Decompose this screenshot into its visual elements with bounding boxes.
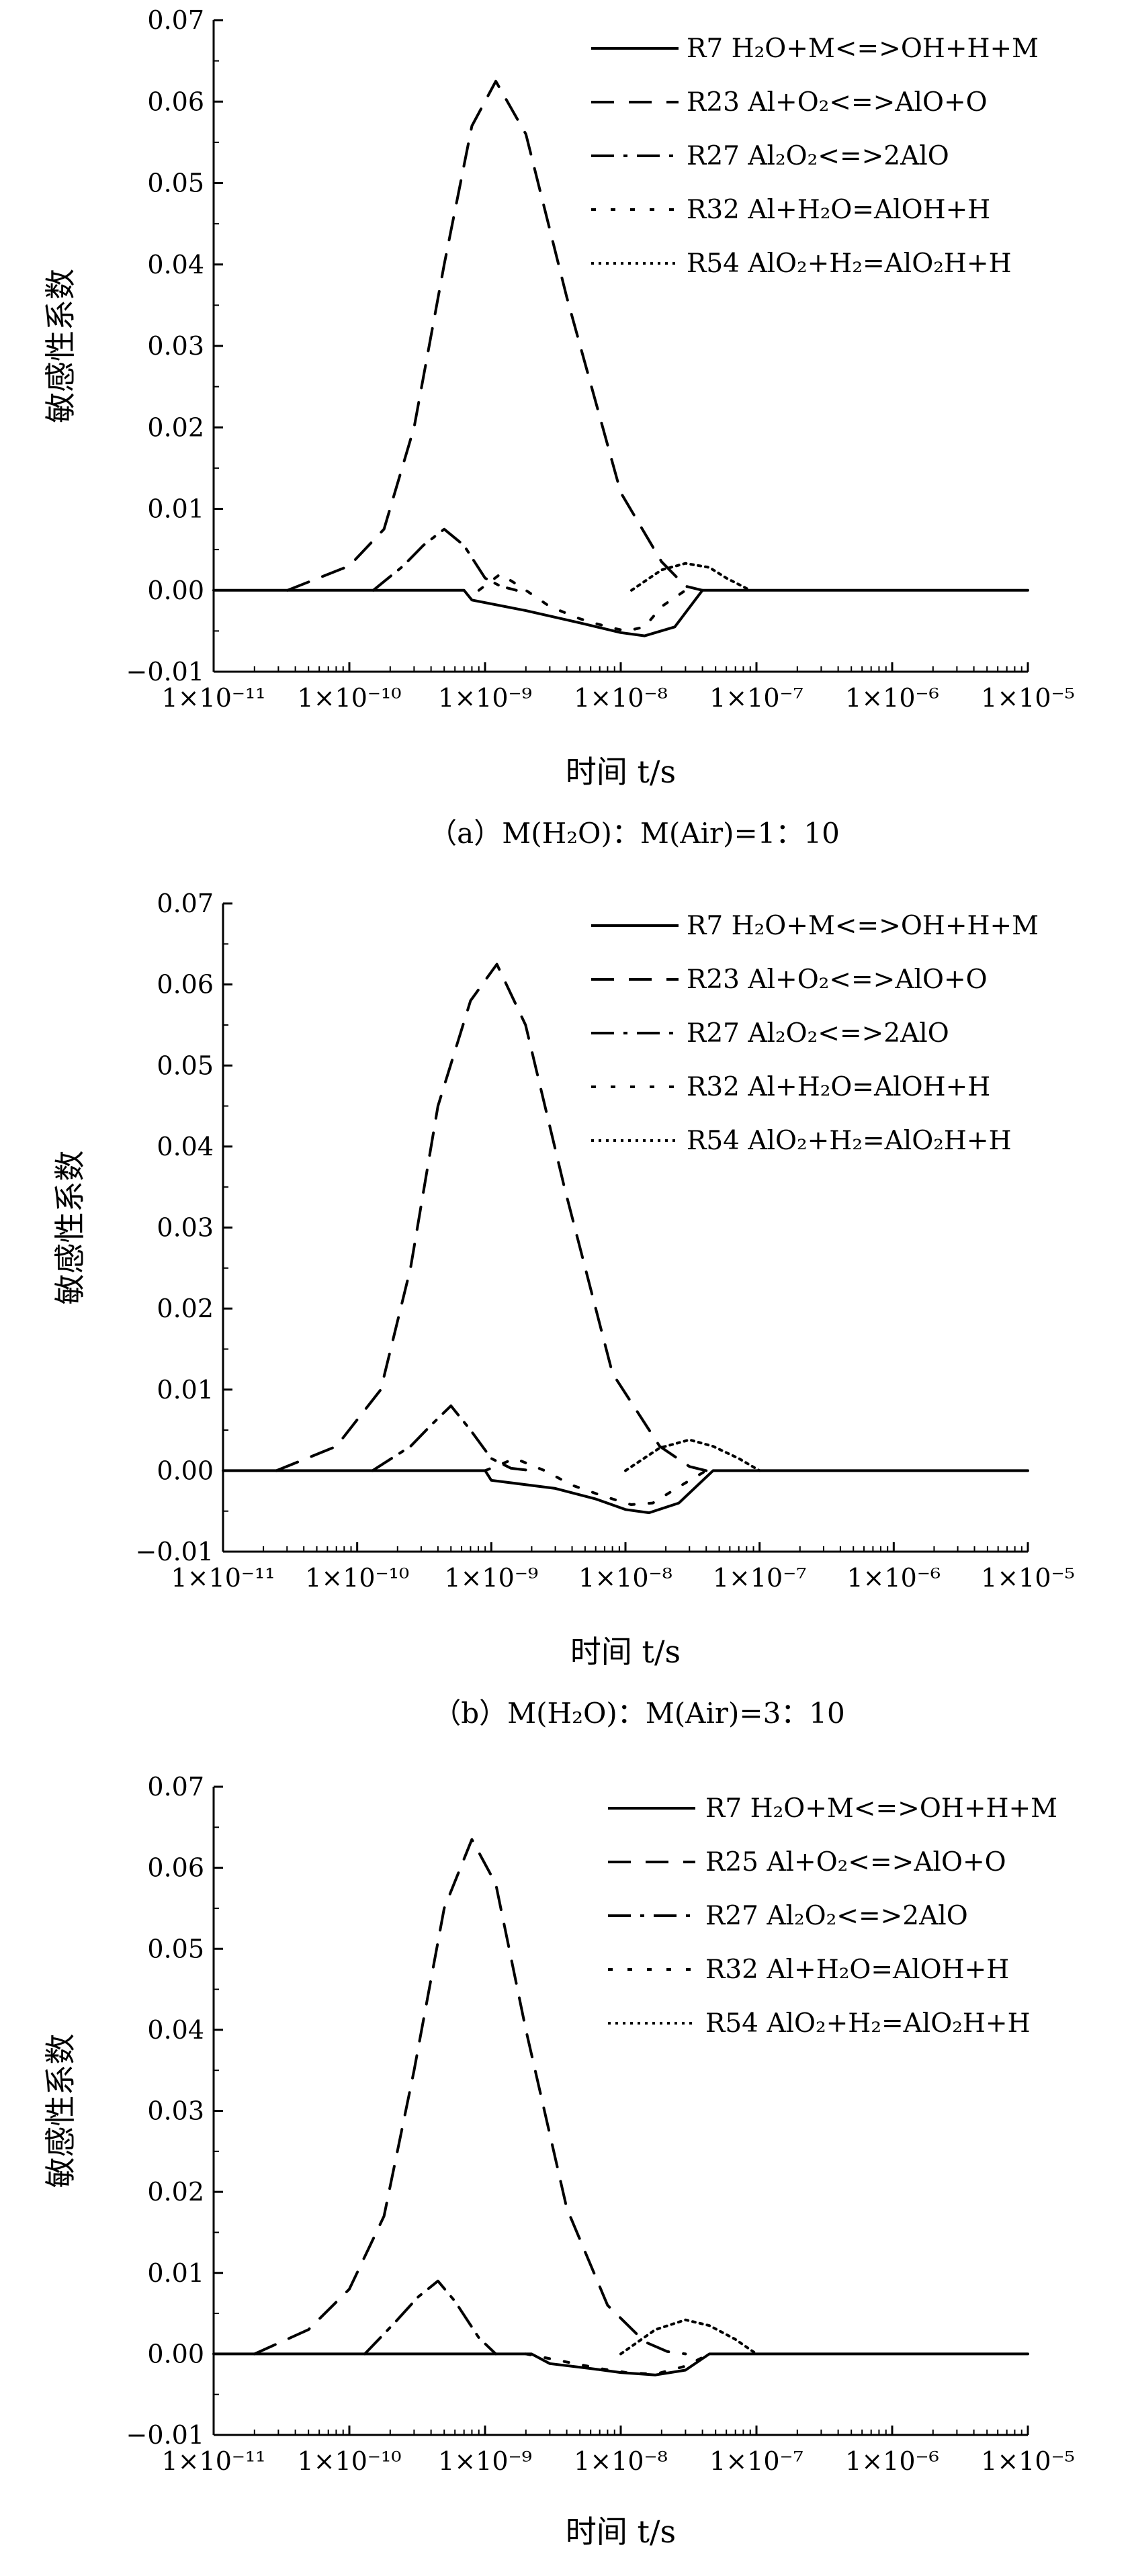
legend-label: R25 Al+O₂<=>AlO+O <box>705 1847 1006 1877</box>
x-tick-label: 1×10⁻⁷ <box>709 2446 803 2476</box>
y-tick-label: 0.05 <box>147 169 204 198</box>
y-tick-label: 0.01 <box>147 494 204 524</box>
x-axis-title: 时间 t/s <box>570 1634 681 1670</box>
y-tick-label: 0.03 <box>147 331 204 361</box>
y-tick-label: 0.00 <box>147 2339 204 2368</box>
y-tick-label: 0.04 <box>157 1132 214 1161</box>
x-tick-label: 1×10⁻¹¹ <box>162 683 266 713</box>
series-line-3 <box>371 1404 533 1472</box>
series-line-5 <box>630 562 752 592</box>
panel-caption: （a）M(H₂O)：M(Air)=1：10 <box>429 817 840 850</box>
y-tick-label: 0.02 <box>147 2177 204 2207</box>
y-tick-label: 0.07 <box>147 5 204 35</box>
y-tick-label: 0.02 <box>147 412 204 442</box>
legend-label: R27 Al₂O₂<=>2AlO <box>687 141 949 171</box>
y-tick-label: 0.05 <box>147 1934 204 1963</box>
x-tick-label: 1×10⁻⁹ <box>438 683 532 713</box>
x-tick-label: 1×10⁻⁹ <box>438 2446 532 2476</box>
series-line-4 <box>477 572 687 633</box>
legend-label: R23 Al+O₂<=>AlO+O <box>687 965 988 995</box>
series-line-5 <box>624 1438 761 1472</box>
y-tick-label: 0.04 <box>147 250 204 279</box>
x-tick-label: 1×10⁻⁸ <box>574 2446 668 2476</box>
y-axis-title: 敏感性系数 <box>42 269 79 423</box>
y-tick-label: 0.00 <box>147 576 204 605</box>
legend-label: R27 Al₂O₂<=>2AlO <box>705 1901 968 1931</box>
x-axis-title: 时间 t/s <box>566 754 676 790</box>
x-tick-label: 1×10⁻⁵ <box>981 1563 1075 1593</box>
y-tick-label: −0.01 <box>126 2420 204 2450</box>
legend-label: R54 AlO₂+H₂=AlO₂H+H <box>687 249 1012 279</box>
series-line-2 <box>253 1838 687 2356</box>
x-tick-label: 1×10⁻⁶ <box>845 2446 939 2476</box>
y-axis-title: 敏感性系数 <box>42 2034 79 2188</box>
series-line-3 <box>363 2279 497 2356</box>
x-tick-label: 1×10⁻⁵ <box>981 683 1075 713</box>
y-tick-label: −0.01 <box>126 657 204 686</box>
y-tick-label: 0.06 <box>147 87 204 116</box>
legend-label: R7 H₂O+M<=>OH+H+M <box>687 34 1039 64</box>
y-tick-label: 0.07 <box>147 1772 204 1802</box>
legend-label: R54 AlO₂+H₂=AlO₂H+H <box>687 1126 1012 1156</box>
series-line-2 <box>275 963 708 1472</box>
x-tick-label: 1×10⁻¹⁰ <box>298 683 402 713</box>
series-line-1 <box>222 1469 1029 1515</box>
x-tick-label: 1×10⁻¹⁰ <box>305 1563 409 1593</box>
y-tick-label: 0.06 <box>147 1853 204 1883</box>
y-tick-label: 0.06 <box>157 970 214 1000</box>
series-line-1 <box>212 588 1029 637</box>
legend-label: R27 Al₂O₂<=>2AlO <box>687 1018 949 1049</box>
y-tick-label: 0.05 <box>157 1051 214 1080</box>
y-tick-label: 0.00 <box>157 1456 214 1485</box>
series-line-5 <box>619 2318 758 2356</box>
x-tick-label: 1×10⁻⁶ <box>846 1563 941 1593</box>
y-tick-label: 0.02 <box>157 1294 214 1323</box>
x-tick-label: 1×10⁻⁹ <box>444 1563 538 1593</box>
series-line-4 <box>524 2352 711 2376</box>
series-line-4 <box>484 1457 708 1506</box>
y-axis-title: 敏感性系数 <box>52 1151 88 1305</box>
y-tick-label: 0.03 <box>157 1213 214 1243</box>
legend-label: R32 Al+H₂O=AlOH+H <box>705 1955 1009 1985</box>
x-tick-label: 1×10⁻⁷ <box>709 683 803 713</box>
series-line-3 <box>372 527 518 592</box>
legend-label: R7 H₂O+M<=>OH+H+M <box>705 1793 1057 1824</box>
x-tick-label: 1×10⁻¹¹ <box>171 1563 275 1593</box>
series-line-2 <box>286 79 704 592</box>
x-tick-label: 1×10⁻⁷ <box>713 1563 807 1593</box>
y-tick-label: 0.07 <box>157 889 214 918</box>
x-axis-title: 时间 t/s <box>566 2514 676 2550</box>
y-tick-label: 0.01 <box>147 2258 204 2288</box>
legend-label: R32 Al+H₂O=AlOH+H <box>687 195 990 225</box>
chart-panel-a: 0.070.060.050.040.030.020.010.00−0.011×1… <box>42 5 1075 850</box>
legend-label: R23 Al+O₂<=>AlO+O <box>687 87 988 118</box>
y-tick-label: 0.03 <box>147 2096 204 2126</box>
legend-label: R7 H₂O+M<=>OH+H+M <box>687 911 1039 941</box>
legend-label: R32 Al+H₂O=AlOH+H <box>687 1072 990 1102</box>
chart-panel-c: 0.070.060.050.040.030.020.010.00−0.011×1… <box>42 1772 1075 2550</box>
panel-caption: （b）M(H₂O)：M(Air)=3：10 <box>433 1697 845 1730</box>
x-tick-label: 1×10⁻⁸ <box>578 1563 672 1593</box>
chart-panel-b: 0.070.060.050.040.030.020.010.00−0.011×1… <box>52 889 1075 1730</box>
x-tick-label: 1×10⁻¹¹ <box>162 2446 266 2476</box>
y-tick-label: 0.04 <box>147 2015 204 2045</box>
legend-label: R54 AlO₂+H₂=AlO₂H+H <box>705 2008 1031 2039</box>
x-tick-label: 1×10⁻⁶ <box>845 683 939 713</box>
x-tick-label: 1×10⁻⁸ <box>574 683 668 713</box>
y-tick-label: −0.01 <box>136 1537 214 1566</box>
x-tick-label: 1×10⁻¹⁰ <box>298 2446 402 2476</box>
x-tick-label: 1×10⁻⁵ <box>981 2446 1075 2476</box>
y-tick-label: 0.01 <box>157 1375 214 1405</box>
